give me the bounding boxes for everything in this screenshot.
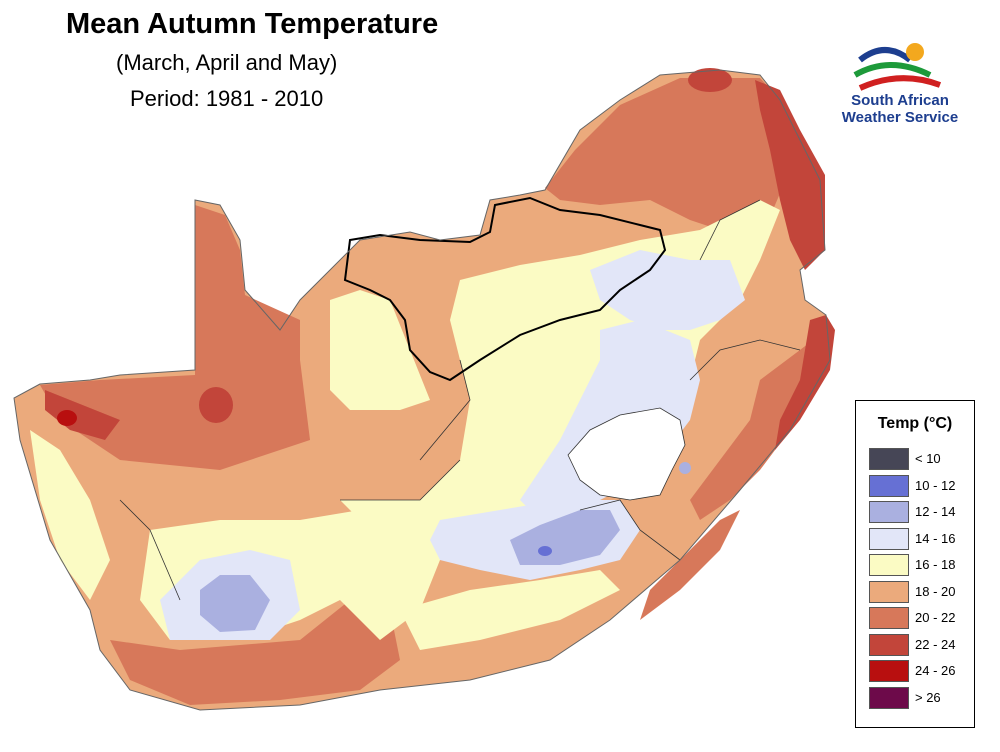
lesotho-region <box>567 407 686 501</box>
legend-label: 12 - 14 <box>915 504 956 519</box>
legend-label: 16 - 18 <box>915 557 956 572</box>
zone-20-22-south <box>110 600 400 705</box>
legend-swatch <box>869 686 909 709</box>
zone-12-14-sutherland <box>200 575 270 632</box>
zone-10-12 <box>538 546 552 556</box>
legend-label: < 10 <box>915 451 941 466</box>
legend-label: 22 - 24 <box>915 636 956 652</box>
zone-24-26 <box>57 410 77 426</box>
zone-12-14-stormberg <box>510 510 620 565</box>
zone-20-22-northeast <box>545 78 790 240</box>
legend-label: > 26 <box>915 689 941 705</box>
legend-swatch <box>869 501 909 523</box>
legend-swatch <box>869 580 909 603</box>
zone-22-24-namaqua <box>199 387 233 423</box>
saws-logo-icon <box>853 43 942 91</box>
legend-swatch <box>869 474 909 497</box>
zone-14-16-highveld <box>590 250 745 330</box>
legend-swatch <box>869 633 909 656</box>
logo-line-1: South African <box>851 92 949 109</box>
zone-22-24-limpopo <box>688 68 732 92</box>
legend-title: Temp (°C) <box>877 415 953 432</box>
legend: Temp (°C) < 10 10 - 12 12 - 14 14 - 16 16 - … <box>855 400 975 728</box>
zone-16-18-south <box>400 570 620 650</box>
legend-label: 14 - 16 <box>915 530 956 546</box>
legend-swatch <box>869 607 909 629</box>
legend-swatch <box>869 554 909 576</box>
zone-22-24-west-coast <box>45 390 120 440</box>
legend-label: 10 - 12 <box>915 477 956 493</box>
legend-label: 24 - 26 <box>915 663 956 678</box>
logo-line-2: Weather Service <box>841 109 959 126</box>
zone-20-22-west <box>40 205 310 470</box>
zone-20-22-southeast <box>640 510 740 620</box>
legend-swatch <box>869 448 909 470</box>
legend-label: 20 - 22 <box>915 610 956 625</box>
zone-16-18-west <box>30 430 110 600</box>
north-west-border <box>343 196 667 382</box>
country-outline <box>13 69 831 711</box>
map-title: Mean Autumn Temperature <box>66 8 439 40</box>
zone-16-18-northern-cape <box>330 290 430 410</box>
zone-22-24-lowveld <box>755 80 825 270</box>
map-subtitle: (March, April and May) <box>116 50 338 75</box>
period-label: Period: 1981 - 2010 <box>130 86 324 111</box>
legend-label: 18 - 20 <box>915 583 956 599</box>
saws-logo-text: South African Weather Service <box>832 92 968 126</box>
legend-swatch <box>869 660 909 682</box>
legend-swatch <box>869 527 909 550</box>
zone-12-14-drakensberg <box>679 462 691 474</box>
zone-20-22-east <box>690 330 826 520</box>
zone-22-24-kzn-coast <box>775 315 835 450</box>
